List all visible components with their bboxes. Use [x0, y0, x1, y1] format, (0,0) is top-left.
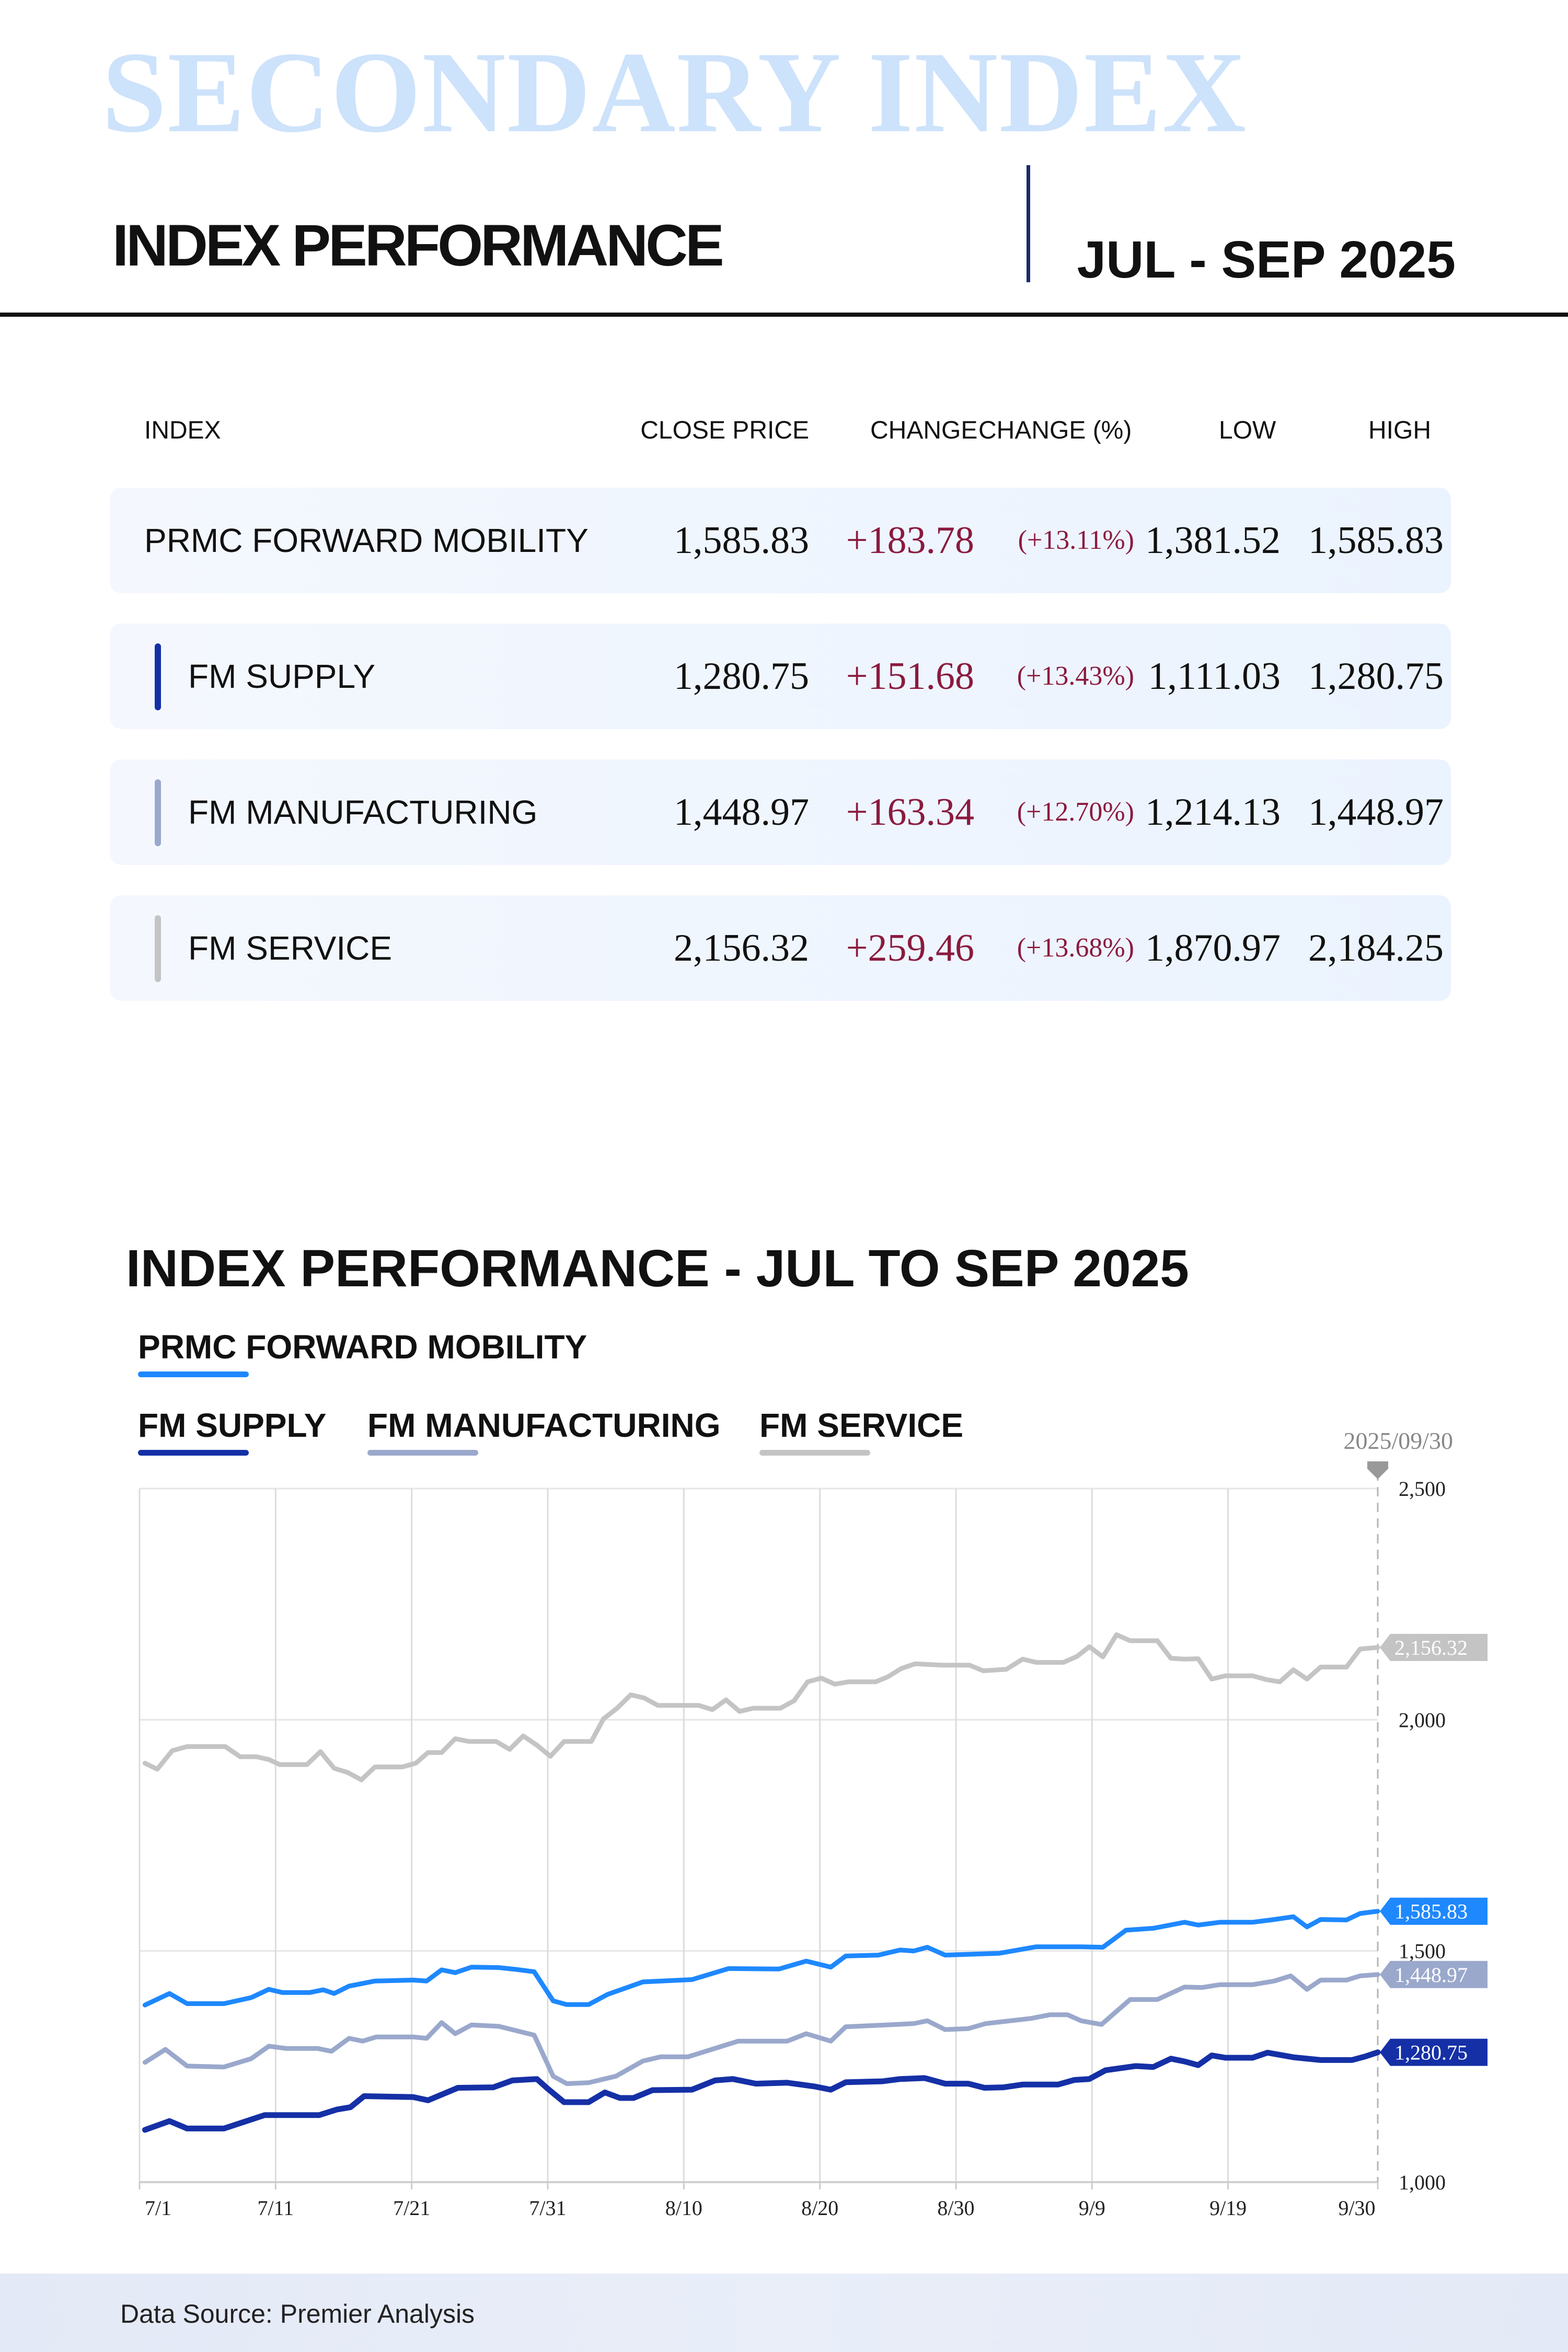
col-header-close: CLOSE PRICE — [640, 417, 809, 444]
header-divider — [1027, 165, 1030, 282]
change-pct: (+13.68%) — [1017, 933, 1134, 963]
table-row: PRMC FORWARD MOBILITY 1,585.83 +183.78 (… — [110, 488, 1451, 593]
legend-swatch — [759, 1450, 870, 1456]
table-row: FM SUPPLY 1,280.75 +151.68 (+13.43%) 1,1… — [110, 624, 1451, 729]
x-tick-label: 7/31 — [529, 2196, 566, 2220]
index-name: FM SERVICE — [188, 929, 392, 967]
col-header-high: HIGH — [1368, 417, 1431, 444]
legend-swatch — [138, 1450, 249, 1456]
col-header-index: INDEX — [144, 417, 221, 444]
x-tick-label: 8/30 — [937, 2196, 974, 2220]
series-color-bar — [155, 779, 161, 846]
change-value: +151.68 — [846, 655, 974, 698]
period-label: JUL - SEP 2025 — [1077, 230, 1456, 289]
series-line-fm-supply — [142, 2049, 1381, 2133]
end-value-label: 2,156.32 — [1394, 1636, 1468, 1659]
legend-label: FM MANUFACTURING — [367, 1406, 721, 1444]
cursor-date-label: 2025/09/30 — [1343, 1427, 1453, 1454]
high-value: 1,448.97 — [1308, 791, 1444, 834]
end-value-tag — [1380, 1961, 1488, 1988]
legend-item-fm-service[interactable]: FM SERVICE — [759, 1406, 963, 1456]
change-pct: (+12.70%) — [1017, 797, 1134, 827]
legend-item-fm-manufacturing[interactable]: FM MANUFACTURING — [367, 1406, 720, 1456]
end-value-label: 1,280.75 — [1394, 2041, 1468, 2065]
close-price: 1,585.83 — [674, 519, 809, 562]
series-color-bar — [155, 643, 161, 710]
x-tick-label: 9/30 — [1338, 2196, 1375, 2220]
series-line-fm-service — [142, 1632, 1380, 1782]
header-rule — [0, 313, 1568, 317]
low-value: 1,111.03 — [1148, 655, 1281, 698]
y-tick-label: 1,500 — [1399, 1940, 1446, 1963]
legend-item-forward-mobility[interactable]: PRMC FORWARD MOBILITY — [138, 1328, 587, 1377]
end-value-label: 1,448.97 — [1394, 1963, 1468, 1987]
col-header-change-pct: CHANGE (%) — [978, 417, 1132, 444]
series-line-fm-manufacturing — [142, 1972, 1380, 2086]
col-header-low: LOW — [1219, 417, 1276, 444]
change-pct: (+13.43%) — [1017, 661, 1134, 691]
end-value-tag — [1380, 2038, 1488, 2066]
x-tick-label: 7/21 — [393, 2196, 430, 2220]
legend-item-fm-supply[interactable]: FM SUPPLY — [138, 1406, 326, 1456]
data-source: Data Source: Premier Analysis — [120, 2299, 475, 2328]
high-value: 1,280.75 — [1308, 655, 1444, 698]
change-value: +183.78 — [846, 519, 974, 562]
close-price: 1,280.75 — [674, 655, 809, 698]
high-value: 2,184.25 — [1308, 927, 1444, 970]
change-value: +163.34 — [846, 791, 974, 834]
end-value-tag — [1380, 1634, 1488, 1662]
x-tick-label: 7/1 — [145, 2196, 171, 2220]
index-name: FM SUPPLY — [188, 658, 375, 695]
y-tick-label: 2,000 — [1399, 1708, 1446, 1732]
brand-title: SECONDARY INDEX — [102, 28, 1248, 157]
chart-title: INDEX PERFORMANCE - JUL TO SEP 2025 — [126, 1239, 1189, 1298]
end-value-tag — [1380, 1897, 1488, 1925]
legend-label: FM SUPPLY — [138, 1406, 327, 1444]
x-tick-label: 7/11 — [258, 2196, 294, 2220]
y-tick-label: 1,000 — [1399, 2171, 1446, 2194]
change-pct: (+13.11%) — [1018, 525, 1134, 555]
legend-swatch — [367, 1450, 478, 1456]
high-value: 1,585.83 — [1308, 519, 1444, 562]
cursor-marker-icon — [1367, 1461, 1388, 1479]
legend-label: FM SERVICE — [759, 1406, 963, 1444]
x-tick-label: 9/19 — [1209, 2196, 1247, 2220]
x-tick-label: 9/9 — [1079, 2196, 1105, 2220]
series-color-bar — [155, 915, 161, 982]
end-value-label: 1,585.83 — [1394, 1900, 1468, 1923]
index-name: FM MANUFACTURING — [188, 793, 538, 831]
legend-swatch — [138, 1371, 249, 1377]
x-tick-label: 8/10 — [665, 2196, 702, 2220]
col-header-change: CHANGE — [870, 417, 978, 444]
page-title: INDEX PERFORMANCE — [112, 213, 724, 278]
legend-label: PRMC FORWARD MOBILITY — [138, 1328, 587, 1366]
low-value: 1,870.97 — [1145, 927, 1281, 970]
y-tick-label: 2,500 — [1399, 1477, 1446, 1501]
low-value: 1,214.13 — [1145, 791, 1281, 834]
close-price: 1,448.97 — [674, 791, 809, 834]
table-row: FM MANUFACTURING 1,448.97 +163.34 (+12.7… — [110, 759, 1451, 865]
low-value: 1,381.52 — [1145, 519, 1281, 562]
x-tick-label: 8/20 — [801, 2196, 838, 2220]
series-line-prmc-forward-mobility — [142, 1909, 1380, 2008]
change-value: +259.46 — [846, 927, 974, 970]
footer: Data Source: Premier Analysis — [0, 2274, 1568, 2352]
index-name: PRMC FORWARD MOBILITY — [144, 522, 589, 559]
close-price: 2,156.32 — [674, 927, 809, 970]
table-row: FM SERVICE 2,156.32 +259.46 (+13.68%) 1,… — [110, 895, 1451, 1001]
